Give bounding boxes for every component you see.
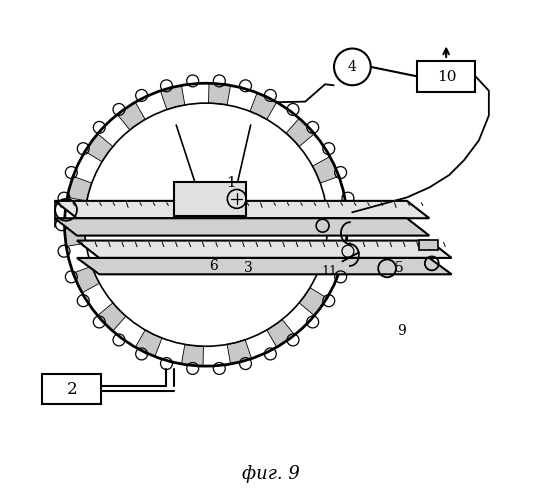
- Polygon shape: [208, 83, 230, 105]
- Polygon shape: [117, 102, 145, 130]
- Text: 5: 5: [395, 261, 404, 275]
- Bar: [42, 374, 101, 404]
- Text: фиг. 9: фиг. 9: [242, 465, 299, 483]
- Polygon shape: [286, 118, 314, 147]
- Text: 10: 10: [437, 70, 457, 84]
- Polygon shape: [313, 157, 339, 183]
- Bar: [174, 182, 246, 216]
- Polygon shape: [161, 85, 185, 110]
- Bar: [419, 240, 438, 250]
- Text: 9: 9: [398, 324, 406, 338]
- Polygon shape: [55, 218, 430, 236]
- Bar: [417, 61, 476, 92]
- Polygon shape: [135, 330, 162, 357]
- Polygon shape: [320, 249, 345, 273]
- Text: 1: 1: [226, 176, 236, 190]
- Polygon shape: [181, 344, 203, 366]
- Text: 3: 3: [244, 261, 253, 275]
- Polygon shape: [67, 176, 92, 201]
- Text: 4: 4: [348, 60, 357, 74]
- Polygon shape: [73, 266, 100, 293]
- Text: 2: 2: [67, 381, 77, 398]
- Circle shape: [334, 48, 371, 85]
- Polygon shape: [98, 303, 126, 331]
- Polygon shape: [227, 340, 252, 364]
- Polygon shape: [55, 201, 430, 218]
- Polygon shape: [77, 258, 452, 274]
- Polygon shape: [326, 203, 347, 225]
- Polygon shape: [64, 225, 86, 247]
- Polygon shape: [85, 134, 113, 162]
- Polygon shape: [299, 287, 327, 315]
- Text: 11: 11: [321, 265, 337, 278]
- Text: 6: 6: [209, 259, 218, 273]
- Polygon shape: [77, 241, 452, 258]
- Polygon shape: [267, 319, 295, 347]
- Polygon shape: [250, 93, 276, 119]
